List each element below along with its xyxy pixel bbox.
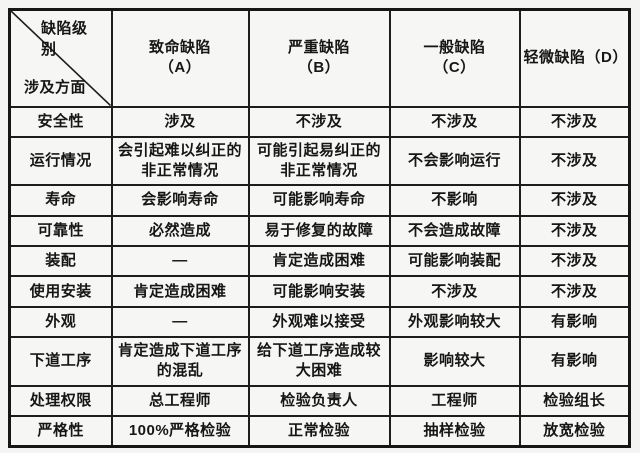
row-cell: 不涉及 — [247, 105, 391, 138]
row-cell: — — [110, 305, 250, 339]
row-cell: 可能引起易纠正的非正常情况 — [247, 135, 391, 187]
row-cell: 不涉及 — [518, 214, 631, 248]
row-cell: 不会影响运行 — [388, 135, 521, 187]
row-cell: 外观难以接受 — [247, 305, 391, 339]
row-cell: 可能影响寿命 — [247, 184, 391, 217]
table-row: 下道工序 肯定造成下道工序的混乱 给下道工序造成较大困难 影响较大 有影响 — [8, 336, 631, 387]
diagonal-divider-line — [11, 11, 111, 106]
column-header-general-defect: 一般缺陷 （C） — [388, 8, 521, 108]
corner-top-label: 缺陷级别 — [41, 20, 88, 58]
defect-classification-table: 缺陷级别 涉及方面 致命缺陷 （A） 严重缺陷 （B） 一般缺陷 （C） 轻微缺… — [8, 8, 631, 448]
row-cell: 工程师 — [388, 384, 521, 417]
row-cell: 涉及 — [110, 105, 250, 138]
header-row: 缺陷级别 涉及方面 致命缺陷 （A） 严重缺陷 （B） 一般缺陷 （C） 轻微缺… — [8, 8, 631, 108]
row-cell: 肯定造成困难 — [247, 245, 391, 278]
row-cell: 不涉及 — [388, 275, 521, 308]
row-cell: 会影响寿命 — [110, 184, 250, 217]
table-row: 运行情况 会引起难以纠正的非正常情况 可能引起易纠正的非正常情况 不会影响运行 … — [8, 135, 631, 187]
row-cell: 会引起难以纠正的非正常情况 — [110, 135, 250, 187]
row-cell: 不涉及 — [518, 135, 631, 187]
column-header-critical-defect: 致命缺陷 （A） — [110, 8, 250, 108]
table-row: 可靠性 必然造成 易于修复的故障 不会造成故障 不涉及 — [8, 214, 631, 248]
table-row: 寿命 会影响寿命 可能影响寿命 不影响 不涉及 — [8, 184, 631, 217]
column-header-minor-defect: 轻微缺陷（D） — [518, 8, 631, 108]
row-cell: 肯定造成下道工序的混乱 — [110, 336, 250, 387]
row-label: 可靠性 — [8, 214, 113, 248]
row-label: 使用安装 — [8, 275, 113, 308]
row-label: 处理权限 — [8, 384, 113, 417]
row-cell: 正常检验 — [247, 415, 391, 448]
row-label: 下道工序 — [8, 336, 113, 387]
row-cell: 有影响 — [518, 305, 631, 339]
row-cell: 必然造成 — [110, 214, 250, 248]
row-cell: 不涉及 — [518, 184, 631, 217]
row-cell: 可能影响安装 — [247, 275, 391, 308]
row-cell: 不涉及 — [518, 105, 631, 138]
row-cell: 给下道工序造成较大困难 — [247, 336, 391, 387]
row-label: 装配 — [8, 245, 113, 278]
row-cell: 100%严格检验 — [110, 415, 250, 448]
row-label: 寿命 — [8, 184, 113, 217]
row-label: 严格性 — [8, 415, 113, 448]
row-cell: 肯定造成困难 — [110, 275, 250, 308]
row-cell: 检验负责人 — [247, 384, 391, 417]
row-cell: — — [110, 245, 250, 278]
row-cell: 不涉及 — [518, 275, 631, 308]
row-label: 安全性 — [8, 105, 113, 138]
row-cell: 不会造成故障 — [388, 214, 521, 248]
row-label: 外观 — [8, 305, 113, 339]
row-cell: 检验组长 — [518, 384, 631, 417]
row-cell: 外观影响较大 — [388, 305, 521, 339]
row-cell: 放宽检验 — [518, 415, 631, 448]
row-cell: 可能影响装配 — [388, 245, 521, 278]
row-cell: 有影响 — [518, 336, 631, 387]
table-row: 处理权限 总工程师 检验负责人 工程师 检验组长 — [8, 384, 631, 417]
column-header-serious-defect: 严重缺陷 （B） — [247, 8, 391, 108]
row-cell: 易于修复的故障 — [247, 214, 391, 248]
row-cell: 不影响 — [388, 184, 521, 217]
corner-header-cell: 缺陷级别 涉及方面 — [8, 8, 113, 108]
row-cell: 抽样检验 — [388, 415, 521, 448]
table-row: 严格性 100%严格检验 正常检验 抽样检验 放宽检验 — [8, 415, 631, 448]
table-row: 使用安装 肯定造成困难 可能影响安装 不涉及 不涉及 — [8, 275, 631, 308]
row-cell: 不涉及 — [388, 105, 521, 138]
table-row: 装配 — 肯定造成困难 可能影响装配 不涉及 — [8, 245, 631, 278]
row-label: 运行情况 — [8, 135, 113, 187]
table-body: 安全性 涉及 不涉及 不涉及 不涉及 运行情况 会引起难以纠正的非正常情况 可能… — [8, 105, 631, 448]
corner-bottom-label: 涉及方面 — [24, 78, 87, 96]
table-row: 外观 — 外观难以接受 外观影响较大 有影响 — [8, 305, 631, 339]
row-cell: 不涉及 — [518, 245, 631, 278]
table-row: 安全性 涉及 不涉及 不涉及 不涉及 — [8, 105, 631, 138]
row-cell: 总工程师 — [110, 384, 250, 417]
row-cell: 影响较大 — [388, 336, 521, 387]
